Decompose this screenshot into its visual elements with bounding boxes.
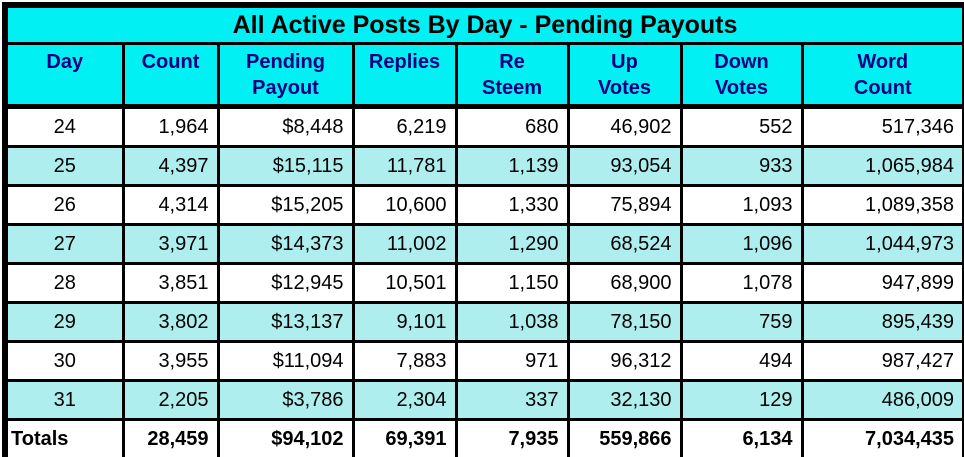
cell-down-votes: 1,096	[679, 223, 804, 265]
cell-re-steem: 337	[454, 379, 570, 421]
col-header-replies: Replies	[351, 42, 458, 109]
cell-replies: 11,002	[351, 223, 458, 265]
header-row: Day Count Pending Payout Replies Re Stee…	[3, 42, 964, 109]
cell-replies: 7,883	[351, 340, 458, 382]
cell-word-count: 987,427	[800, 340, 964, 382]
cell-count: 4,397	[121, 145, 220, 187]
cell-pending-payout: $15,205	[216, 184, 355, 226]
col-header-down-votes: Down Votes	[679, 42, 804, 109]
cell-re-steem: 1,290	[454, 223, 570, 265]
cell-word-count: 1,089,358	[800, 184, 964, 226]
cell-count: 4,314	[121, 184, 220, 226]
cell-re-steem: 971	[454, 340, 570, 382]
cell-replies: 6,219	[351, 105, 458, 148]
col-header-re-steem: Re Steem	[454, 42, 570, 109]
cell-down-votes: 1,093	[679, 184, 804, 226]
totals-label: Totals	[3, 418, 125, 457]
cell-up-votes: 78,150	[566, 301, 683, 343]
table-row: 31 2,205 $3,786 2,304 337 32,130 129 486…	[3, 379, 964, 421]
cell-re-steem: 1,139	[454, 145, 570, 187]
cell-up-votes: 46,902	[566, 105, 683, 148]
cell-word-count: 895,439	[800, 301, 964, 343]
cell-day: 28	[3, 262, 125, 304]
cell-down-votes: 129	[679, 379, 804, 421]
cell-day: 26	[3, 184, 125, 226]
col-header-count: Count	[121, 42, 220, 109]
cell-replies: 2,304	[351, 379, 458, 421]
cell-down-votes: 494	[679, 340, 804, 382]
cell-re-steem: 1,150	[454, 262, 570, 304]
cell-day: 31	[3, 379, 125, 421]
cell-up-votes: 75,894	[566, 184, 683, 226]
cell-up-votes: 93,054	[566, 145, 683, 187]
totals-row: Totals 28,459 $94,102 69,391 7,935 559,8…	[3, 418, 964, 457]
cell-word-count: 1,044,973	[800, 223, 964, 265]
cell-day: 29	[3, 301, 125, 343]
cell-up-votes: 32,130	[566, 379, 683, 421]
table-row: 26 4,314 $15,205 10,600 1,330 75,894 1,0…	[3, 184, 964, 226]
cell-pending-payout: $12,945	[216, 262, 355, 304]
cell-count: 3,971	[121, 223, 220, 265]
title-row: All Active Posts By Day - Pending Payout…	[3, 3, 964, 45]
table-row: 29 3,802 $13,137 9,101 1,038 78,150 759 …	[3, 301, 964, 343]
cell-re-steem: 1,038	[454, 301, 570, 343]
cell-replies: 11,781	[351, 145, 458, 187]
cell-day: 25	[3, 145, 125, 187]
cell-count: 2,205	[121, 379, 220, 421]
table-row: 25 4,397 $15,115 11,781 1,139 93,054 933…	[3, 145, 964, 187]
cell-day: 24	[3, 105, 125, 148]
total-re-steem: 7,935	[454, 418, 570, 457]
table-row: 28 3,851 $12,945 10,501 1,150 68,900 1,0…	[3, 262, 964, 304]
cell-pending-payout: $14,373	[216, 223, 355, 265]
cell-word-count: 947,899	[800, 262, 964, 304]
col-header-up-votes: Up Votes	[566, 42, 683, 109]
table-row: 27 3,971 $14,373 11,002 1,290 68,524 1,0…	[3, 223, 964, 265]
cell-word-count: 517,346	[800, 105, 964, 148]
cell-word-count: 1,065,984	[800, 145, 964, 187]
cell-count: 3,851	[121, 262, 220, 304]
cell-pending-payout: $11,094	[216, 340, 355, 382]
cell-count: 3,955	[121, 340, 220, 382]
cell-replies: 10,600	[351, 184, 458, 226]
cell-up-votes: 68,900	[566, 262, 683, 304]
cell-pending-payout: $15,115	[216, 145, 355, 187]
col-header-day: Day	[3, 42, 125, 109]
cell-pending-payout: $8,448	[216, 105, 355, 148]
cell-down-votes: 1,078	[679, 262, 804, 304]
table-row: 30 3,955 $11,094 7,883 971 96,312 494 98…	[3, 340, 964, 382]
cell-pending-payout: $3,786	[216, 379, 355, 421]
cell-up-votes: 96,312	[566, 340, 683, 382]
total-word-count: 7,034,435	[800, 418, 964, 457]
total-pending-payout: $94,102	[216, 418, 355, 457]
total-up-votes: 559,866	[566, 418, 683, 457]
cell-word-count: 486,009	[800, 379, 964, 421]
cell-count: 1,964	[121, 105, 220, 148]
cell-pending-payout: $13,137	[216, 301, 355, 343]
cell-day: 27	[3, 223, 125, 265]
col-header-word-count: Word Count	[800, 42, 964, 109]
cell-down-votes: 933	[679, 145, 804, 187]
cell-replies: 10,501	[351, 262, 458, 304]
cell-up-votes: 68,524	[566, 223, 683, 265]
table-title: All Active Posts By Day - Pending Payout…	[3, 3, 964, 45]
cell-count: 3,802	[121, 301, 220, 343]
total-replies: 69,391	[351, 418, 458, 457]
col-header-pending-payout: Pending Payout	[216, 42, 355, 109]
cell-down-votes: 552	[679, 105, 804, 148]
cell-down-votes: 759	[679, 301, 804, 343]
cell-replies: 9,101	[351, 301, 458, 343]
cell-re-steem: 1,330	[454, 184, 570, 226]
total-down-votes: 6,134	[679, 418, 804, 457]
cell-re-steem: 680	[454, 105, 570, 148]
total-count: 28,459	[121, 418, 220, 457]
cell-day: 30	[3, 340, 125, 382]
table-row: 24 1,964 $8,448 6,219 680 46,902 552 517…	[3, 105, 964, 148]
